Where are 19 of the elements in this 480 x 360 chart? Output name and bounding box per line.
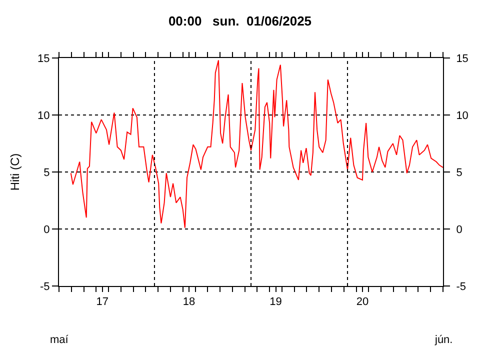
line-series [70, 60, 443, 228]
y-tick-label: -5 [40, 280, 50, 293]
y-tick-label: 5 [44, 166, 50, 179]
text: maí [50, 334, 70, 346]
y2-tick-label: 0 [456, 224, 462, 236]
y-tick-label: 15 [38, 52, 50, 65]
x-tick-label: 18 [182, 296, 196, 308]
y2-tick-label: -5 [456, 280, 466, 293]
y-tick-label: 0 [44, 224, 50, 236]
x-tick-label: 20 [356, 296, 369, 308]
text: jún. [434, 334, 453, 346]
y2-tick-label: 15 [456, 52, 468, 65]
y-axis-title: Hiti (C) [8, 153, 22, 191]
y-tick-label: 10 [38, 110, 50, 122]
x-tick-label: 19 [270, 296, 282, 308]
y2-tick-label: 10 [456, 110, 468, 122]
chart-title: 00:00 sun. 01/06/2025 [168, 13, 312, 28]
y2-tick-label: 5 [456, 166, 462, 179]
x-tick-label: 17 [96, 296, 108, 308]
